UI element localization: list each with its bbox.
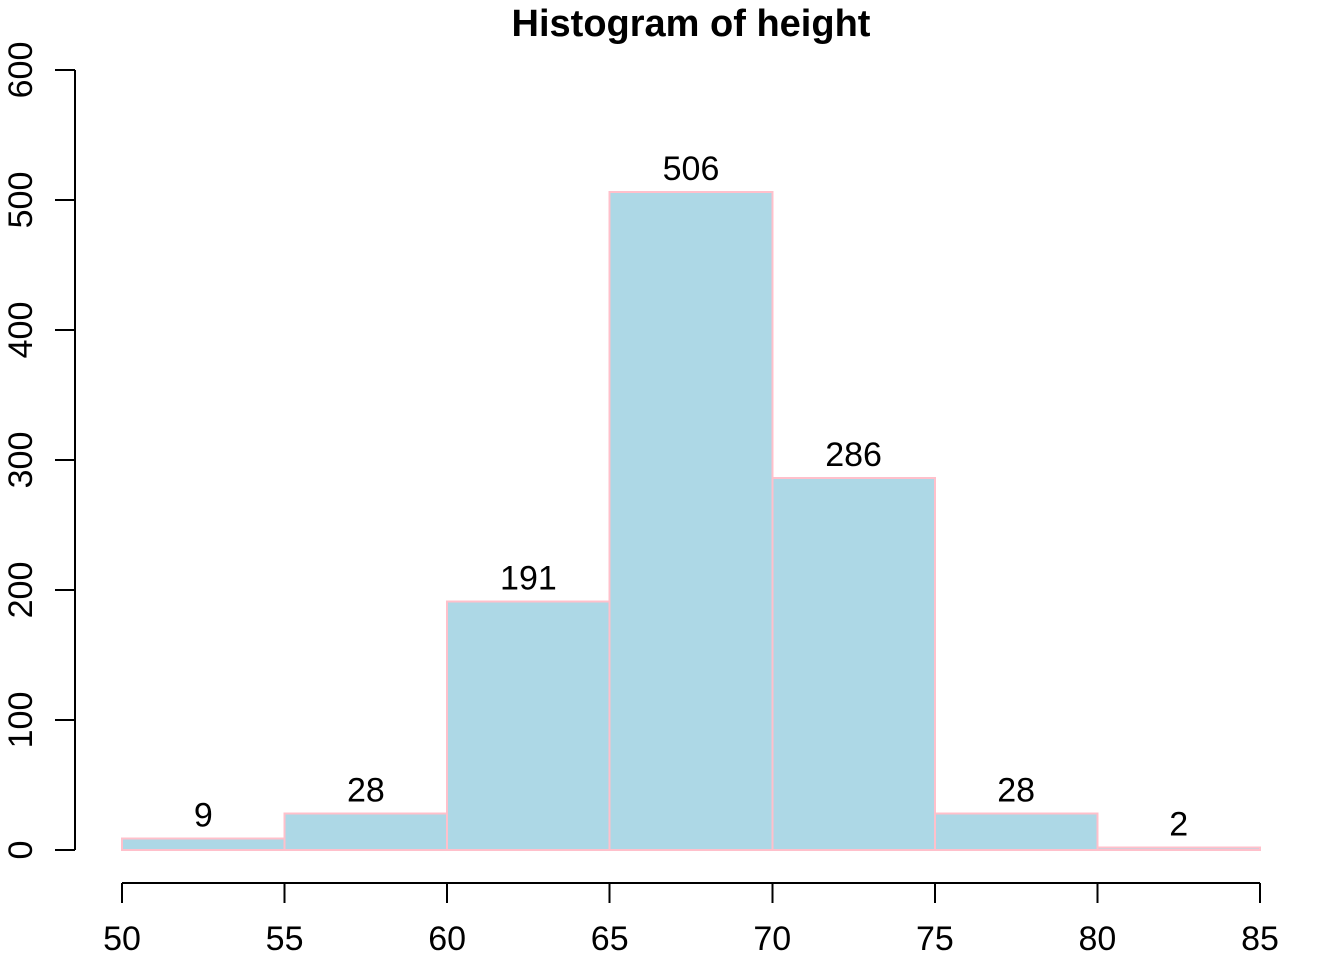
y-tick-label: 300	[2, 432, 40, 489]
x-tick-label: 85	[1241, 920, 1279, 958]
bar-value-label: 506	[663, 150, 720, 188]
histogram-bar	[446, 600, 611, 852]
x-tick-label: 60	[428, 920, 466, 958]
y-tick-label: 600	[2, 42, 40, 99]
x-tick-label: 80	[1079, 920, 1117, 958]
histogram-bar	[608, 191, 774, 851]
x-tick-label: 55	[266, 920, 304, 958]
bar-value-label: 191	[500, 560, 557, 598]
histogram-bar	[933, 812, 1099, 851]
y-tick-label: 0	[2, 841, 40, 860]
x-tick-label: 50	[103, 920, 141, 958]
x-tick-label: 65	[591, 920, 629, 958]
y-tick-label: 500	[2, 172, 40, 229]
bar-value-label: 286	[825, 436, 882, 474]
y-tick-label: 200	[2, 562, 40, 619]
chart-title: Histogram of height	[512, 3, 871, 45]
y-tick-label: 100	[2, 692, 40, 749]
bar-value-label: 9	[194, 796, 213, 834]
x-tick-label: 70	[753, 920, 791, 958]
x-tick-label: 75	[916, 920, 954, 958]
histogram-bar	[771, 477, 936, 851]
histogram-bar	[283, 812, 449, 851]
bar-value-label: 2	[1169, 805, 1188, 843]
histogram-bar	[1096, 846, 1261, 852]
y-tick-label: 400	[2, 302, 40, 359]
bar-value-label: 28	[347, 772, 385, 810]
histogram-bar	[121, 837, 286, 851]
bar-value-label: 28	[997, 772, 1035, 810]
